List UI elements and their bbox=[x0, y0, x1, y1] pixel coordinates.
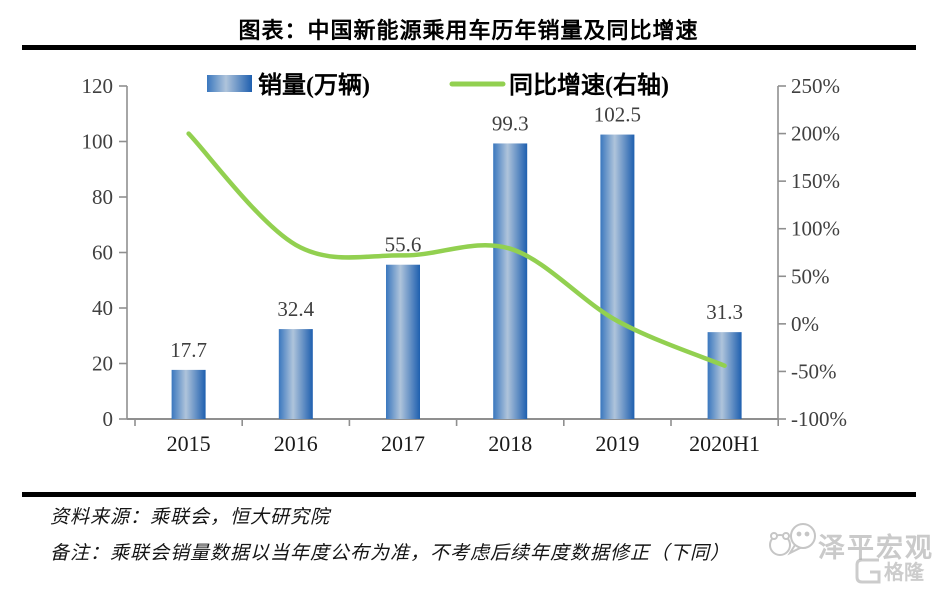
right-axis-tick-label: 150% bbox=[791, 169, 840, 193]
sales-bar bbox=[707, 332, 742, 419]
right-axis-tick-label: 250% bbox=[791, 74, 840, 98]
zeping-watermark-text: 泽平宏观 bbox=[818, 533, 934, 563]
cartoon-ear-icon bbox=[770, 532, 778, 540]
title-divider-rule bbox=[22, 45, 916, 50]
bar-value-label: 99.3 bbox=[492, 111, 529, 135]
category-label: 2018 bbox=[488, 431, 532, 456]
cartoon-face-icon bbox=[769, 534, 791, 556]
left-axis-tick-label: 100 bbox=[82, 130, 114, 154]
category-label: 2019 bbox=[595, 431, 639, 456]
right-axis-tick-label: -50% bbox=[791, 359, 837, 383]
bar-value-label: 102.5 bbox=[594, 103, 641, 127]
bubble-eye-icon bbox=[796, 531, 802, 537]
legend-bars-label: 销量(万辆) bbox=[258, 72, 370, 99]
bubble-eye-icon bbox=[804, 531, 810, 537]
axes: 0 20 40 60 80 100 120 -100% -50% 0% 50% 100% 150% 200… bbox=[82, 74, 848, 456]
legend-bar-swatch bbox=[207, 75, 252, 92]
legend-line-label: 同比增速(右轴) bbox=[509, 71, 669, 99]
right-axis-tick-label: 0% bbox=[791, 312, 819, 336]
bar-value-label: 55.6 bbox=[385, 233, 422, 257]
bar-value-label: 31.3 bbox=[706, 300, 743, 324]
left-axis-tick-label: 60 bbox=[92, 241, 113, 265]
category-label: 2020H1 bbox=[689, 431, 760, 456]
speech-bubble-tail-icon bbox=[787, 543, 803, 556]
right-axis-tick-label: 200% bbox=[791, 122, 840, 146]
category-label: 2017 bbox=[381, 431, 425, 456]
left-axis-tick-label: 40 bbox=[92, 296, 113, 320]
sales-bars bbox=[171, 134, 742, 419]
sales-bar bbox=[171, 369, 206, 419]
sales-bar bbox=[493, 143, 528, 419]
zeping-watermark-icon bbox=[769, 523, 816, 556]
figure-title: 图表：中国新能源乘用车历年销量及同比增速 bbox=[238, 18, 699, 43]
left-axis-tick-label: 0 bbox=[103, 407, 114, 431]
footer-divider-rule bbox=[22, 492, 916, 497]
left-axis-tick-label: 20 bbox=[92, 352, 113, 376]
gelonghui-logo-icon bbox=[855, 558, 881, 584]
data-labels: 17.7 32.4 55.6 99.3 102.5 31.3 bbox=[170, 103, 743, 362]
right-axis-tick-label: -100% bbox=[791, 407, 847, 431]
bar-value-label: 32.4 bbox=[277, 297, 314, 321]
legend: 销量(万辆) 同比增速(右轴) bbox=[207, 71, 669, 99]
g-glyph-icon bbox=[855, 558, 881, 584]
source-text: 资料来源：乘联会，恒大研究院 bbox=[50, 507, 331, 528]
speech-bubble-icon bbox=[790, 523, 816, 549]
category-label: 2015 bbox=[167, 431, 211, 456]
left-axis-tick-label: 120 bbox=[82, 74, 114, 98]
right-axis-tick-label: 50% bbox=[791, 264, 830, 288]
sales-bar bbox=[600, 134, 635, 419]
note-text: 备注：乘联会销量数据以当年度公布为准，不考虑后续年度数据修正（下同） bbox=[50, 543, 731, 564]
sales-bar bbox=[386, 264, 420, 419]
growth-rate-line bbox=[186, 131, 727, 368]
bar-value-label: 17.7 bbox=[170, 338, 207, 362]
left-axis-tick-label: 80 bbox=[92, 185, 113, 209]
gelonghui-watermark-text: 格隆汇 bbox=[884, 562, 924, 584]
cartoon-ear-icon bbox=[782, 532, 790, 540]
growth-rate-line-path bbox=[186, 131, 727, 368]
right-axis-tick-label: 100% bbox=[791, 217, 840, 241]
sales-bar bbox=[278, 329, 313, 419]
category-label: 2016 bbox=[274, 431, 318, 456]
